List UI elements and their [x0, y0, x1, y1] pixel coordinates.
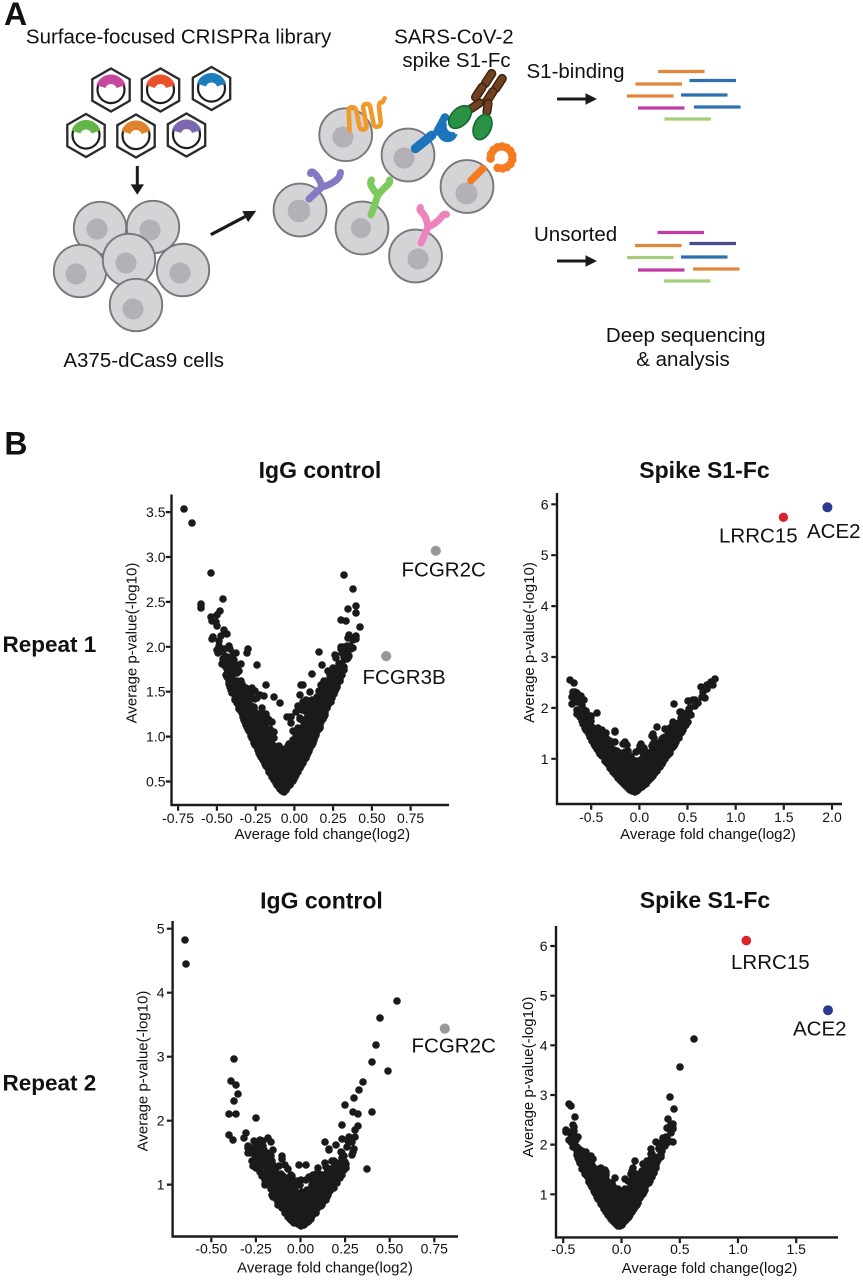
svg-text:1.5: 1.5: [774, 809, 794, 825]
svg-text:1: 1: [157, 1177, 165, 1193]
svg-text:Average p-value(-log10): Average p-value(-log10): [520, 997, 537, 1158]
svg-text:Average fold change(log2): Average fold change(log2): [234, 826, 410, 843]
svg-text:2: 2: [157, 1113, 165, 1129]
svg-text:spike S1-Fc: spike S1-Fc: [402, 49, 510, 72]
svg-text:0.5: 0.5: [670, 1241, 690, 1257]
svg-text:LRRC15: LRRC15: [719, 525, 798, 548]
svg-text:ACE2: ACE2: [793, 1018, 847, 1041]
svg-text:SARS-CoV-2: SARS-CoV-2: [394, 26, 514, 49]
svg-text:3.0: 3.0: [146, 549, 166, 565]
svg-text:2.0: 2.0: [146, 639, 166, 655]
svg-text:0.75: 0.75: [397, 810, 424, 826]
svg-text:-0.75: -0.75: [162, 810, 194, 826]
svg-text:4: 4: [157, 985, 165, 1001]
svg-text:Average p-value(-log10): Average p-value(-log10): [135, 991, 152, 1152]
svg-text:6: 6: [540, 938, 548, 954]
svg-text:A375-dCas9 cells: A375-dCas9 cells: [63, 349, 224, 372]
svg-text:Repeat 1: Repeat 1: [3, 632, 97, 657]
svg-text:2.0: 2.0: [822, 809, 842, 825]
svg-text:B: B: [4, 426, 27, 462]
svg-text:Spike S1-Fc: Spike S1-Fc: [640, 887, 771, 913]
svg-text:3: 3: [157, 1049, 165, 1065]
svg-text:2: 2: [540, 1137, 548, 1153]
svg-text:1.0: 1.0: [726, 809, 746, 825]
svg-text:5: 5: [541, 547, 549, 563]
svg-text:0.75: 0.75: [421, 1241, 448, 1257]
svg-text:0.00: 0.00: [281, 810, 308, 826]
svg-text:LRRC15: LRRC15: [731, 951, 810, 974]
svg-text:1.0: 1.0: [728, 1241, 748, 1257]
svg-text:Spike S1-Fc: Spike S1-Fc: [639, 457, 770, 483]
svg-text:-0.25: -0.25: [240, 810, 272, 826]
svg-text:0.00: 0.00: [287, 1241, 314, 1257]
svg-text:1: 1: [541, 751, 549, 767]
svg-text:2.5: 2.5: [146, 594, 166, 610]
svg-text:-0.5: -0.5: [551, 1241, 575, 1257]
svg-text:1.0: 1.0: [146, 729, 166, 745]
svg-text:3: 3: [541, 649, 549, 665]
svg-text:FCGR2C: FCGR2C: [412, 1035, 496, 1058]
svg-text:ACE2: ACE2: [807, 520, 861, 543]
svg-text:0.0: 0.0: [630, 809, 650, 825]
svg-text:Average fold change(log2): Average fold change(log2): [620, 826, 796, 843]
svg-text:S1-binding: S1-binding: [527, 60, 625, 83]
svg-text:4: 4: [540, 1037, 548, 1053]
svg-text:4: 4: [541, 598, 549, 614]
svg-text:0.25: 0.25: [331, 1241, 358, 1257]
svg-text:FCGR2C: FCGR2C: [402, 559, 486, 582]
svg-text:3: 3: [540, 1087, 548, 1103]
svg-text:Repeat 2: Repeat 2: [3, 1071, 97, 1096]
svg-text:-0.50: -0.50: [195, 1241, 227, 1257]
svg-text:5: 5: [157, 921, 165, 937]
svg-text:IgG control: IgG control: [260, 888, 383, 914]
svg-text:0.50: 0.50: [376, 1241, 403, 1257]
svg-text:Unsorted: Unsorted: [534, 223, 617, 246]
svg-text:5: 5: [540, 988, 548, 1004]
svg-text:Average p-value(-log10): Average p-value(-log10): [521, 562, 538, 723]
svg-text:0.50: 0.50: [358, 810, 385, 826]
svg-text:-0.50: -0.50: [201, 810, 233, 826]
svg-text:1: 1: [540, 1186, 548, 1202]
svg-text:-0.5: -0.5: [579, 809, 603, 825]
svg-text:0.25: 0.25: [319, 810, 346, 826]
svg-text:1.5: 1.5: [146, 684, 166, 700]
svg-text:-0.25: -0.25: [240, 1241, 272, 1257]
svg-text:Surface-focused CRISPRa librar: Surface-focused CRISPRa library: [26, 26, 332, 49]
svg-text:1.5: 1.5: [786, 1241, 806, 1257]
svg-text:& analysis: & analysis: [636, 348, 729, 371]
svg-text:0.0: 0.0: [612, 1241, 632, 1257]
svg-text:IgG control: IgG control: [259, 457, 382, 483]
svg-text:Average p-value(-log10): Average p-value(-log10): [124, 563, 141, 724]
svg-text:6: 6: [541, 496, 549, 512]
svg-text:Average fold change(log2): Average fold change(log2): [622, 1260, 798, 1277]
svg-text:FCGR3B: FCGR3B: [363, 666, 446, 689]
svg-text:0.5: 0.5: [146, 774, 166, 790]
svg-text:0.5: 0.5: [678, 809, 698, 825]
svg-text:Average fold change(log2): Average fold change(log2): [237, 1259, 413, 1276]
svg-text:3.5: 3.5: [146, 504, 166, 520]
svg-text:Deep sequencing: Deep sequencing: [606, 324, 766, 347]
svg-text:2: 2: [541, 700, 549, 716]
svg-text:A: A: [4, 0, 27, 32]
